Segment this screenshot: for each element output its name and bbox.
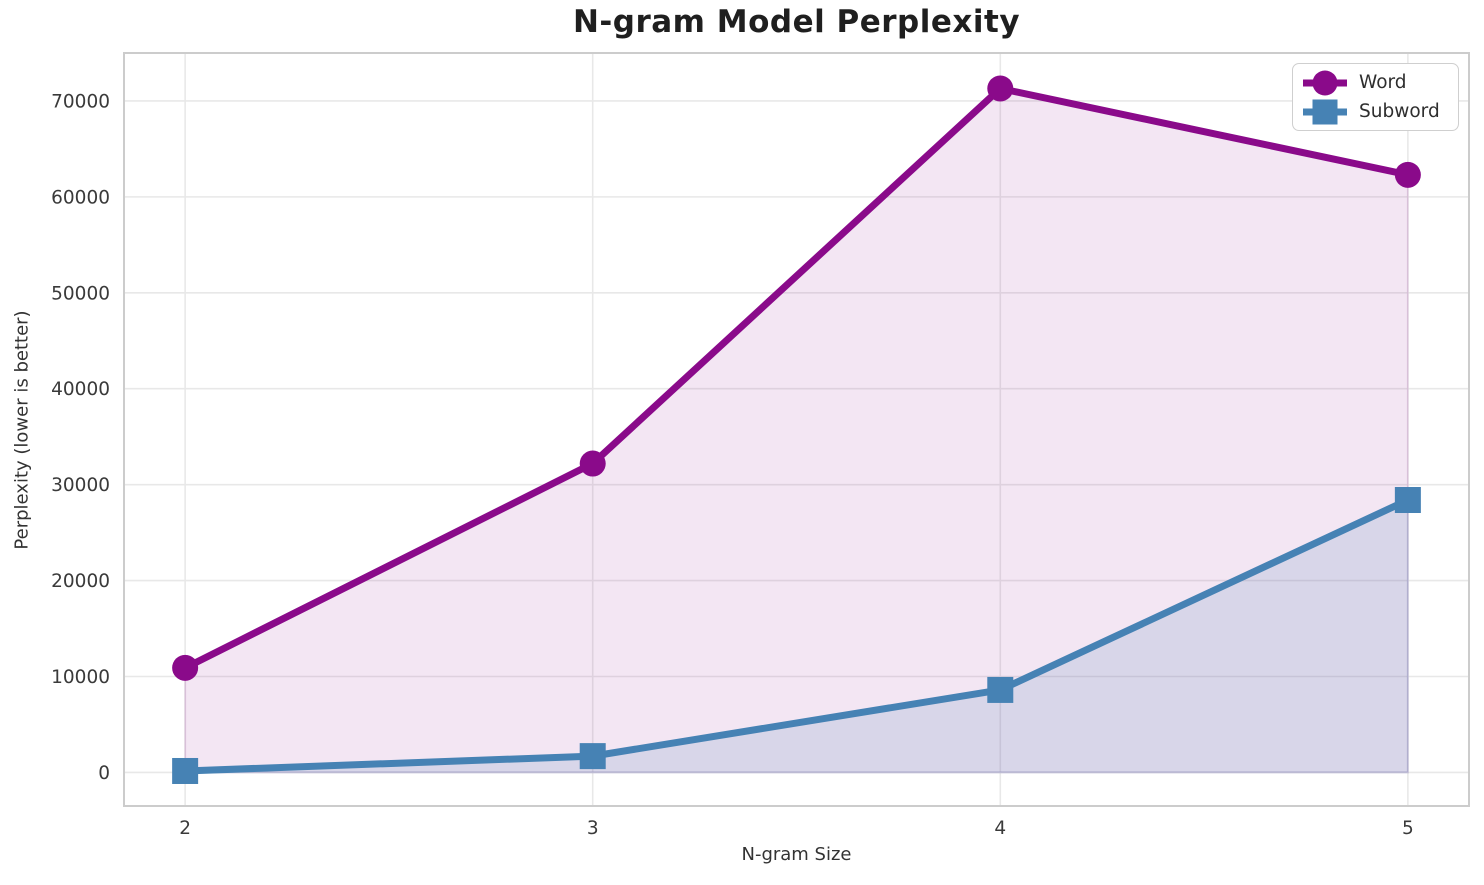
subword-data-point [987,676,1014,703]
subword-data-point [579,743,606,770]
y-tick-label: 0 [98,763,110,784]
word-series-marker-icon [1303,70,1347,95]
subword-data-point [172,757,199,784]
legend-item-word: Word [1300,68,1448,97]
word-data-point [579,450,606,477]
legend: Word Subword [1292,63,1459,131]
y-tick-label: 10000 [51,667,110,688]
subword-series-line [181,496,1412,775]
x-axis-label: N-gram Size [741,844,852,865]
subword-series-marker-icon [1303,99,1347,124]
subword-data-point [1394,487,1421,514]
x-tick-label: 5 [1402,818,1414,839]
legend-label-subword: Subword [1359,101,1440,122]
legend-item-subword: Subword [1300,97,1448,126]
y-tick-label: 60000 [51,187,110,208]
y-tick-label: 50000 [51,283,110,304]
x-tick-label: 2 [179,818,191,839]
y-tick-label: 20000 [51,571,110,592]
y-tick-label: 70000 [51,91,110,112]
word-data-point [172,654,199,681]
word-series-line [181,84,1412,672]
y-tick-label: 30000 [51,475,110,496]
word-data-point [1394,161,1421,188]
x-tick-label: 3 [587,818,599,839]
chart-title: N-gram Model Perplexity [572,4,1021,40]
x-tick-label: 4 [994,818,1006,839]
word-data-point [987,75,1014,102]
y-tick-label: 40000 [51,379,110,400]
plot-border [123,52,1470,807]
legend-label-word: Word [1359,72,1407,93]
